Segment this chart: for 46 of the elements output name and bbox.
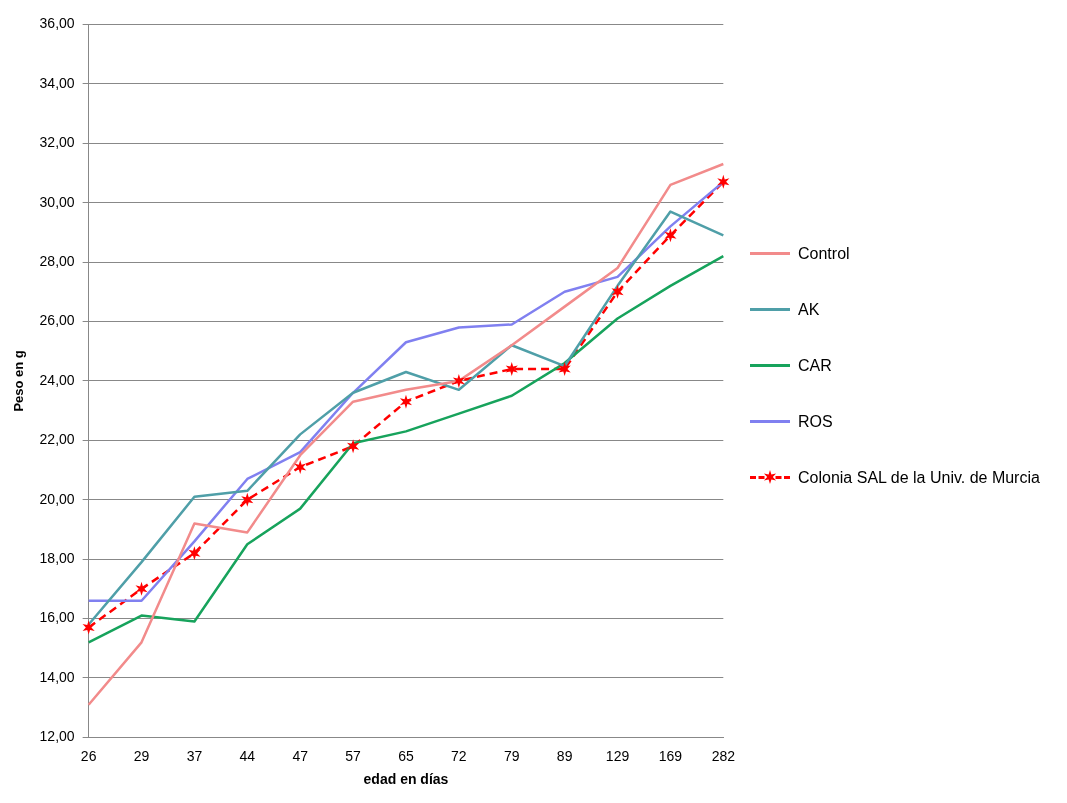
y-tick-label: 18,00 xyxy=(39,550,75,567)
y-tick-label: 20,00 xyxy=(39,490,75,507)
point xyxy=(135,581,148,596)
x-tick-label: 65 xyxy=(398,747,414,764)
x-tick-label: 29 xyxy=(133,747,150,764)
x-tick-label: 37 xyxy=(186,747,203,764)
y-tick-label: 30,00 xyxy=(39,193,75,210)
y-tick-label: 36,00 xyxy=(39,15,75,32)
point xyxy=(717,174,730,189)
legend-label: CAR xyxy=(798,356,832,376)
y-axis-title: Peso en g xyxy=(11,350,27,412)
x-tick-label: 72 xyxy=(451,747,467,764)
y-tick-label: 22,00 xyxy=(39,431,75,448)
x-tick-label: 79 xyxy=(503,747,520,764)
legend-label: Control xyxy=(798,244,850,264)
point xyxy=(664,228,677,243)
point xyxy=(241,492,254,507)
legend-label: AK xyxy=(798,300,820,320)
x-tick-label: 44 xyxy=(239,747,256,764)
y-tick-label: 28,00 xyxy=(39,252,75,269)
y-tick-label: 34,00 xyxy=(39,74,75,91)
legend-label: ROS xyxy=(798,412,833,432)
y-tick-label: 26,00 xyxy=(39,312,75,329)
point xyxy=(558,362,571,377)
x-tick-label: 129 xyxy=(605,747,630,764)
point xyxy=(505,362,518,377)
y-tick-label: 14,00 xyxy=(39,668,75,685)
point xyxy=(294,460,307,475)
point xyxy=(82,620,95,635)
x-tick-label: 169 xyxy=(658,747,683,764)
x-tick-label: 47 xyxy=(292,747,309,764)
y-tick-label: 12,00 xyxy=(39,728,75,745)
x-tick-label: 282 xyxy=(711,747,736,764)
point xyxy=(611,284,624,299)
point xyxy=(347,439,360,454)
point xyxy=(452,373,465,388)
y-tick-label: 24,00 xyxy=(39,371,75,388)
legend-label: Colonia SAL de la Univ. de Murcia xyxy=(798,468,1040,488)
point xyxy=(188,546,201,561)
x-axis-title: edad en días xyxy=(363,771,449,788)
x-tick-label: 26 xyxy=(80,747,97,764)
x-tick-label: 57 xyxy=(345,747,362,764)
x-tick-label: 89 xyxy=(556,747,573,764)
point xyxy=(399,394,413,409)
y-tick-label: 32,00 xyxy=(39,134,75,151)
y-tick-label: 16,00 xyxy=(39,609,75,626)
